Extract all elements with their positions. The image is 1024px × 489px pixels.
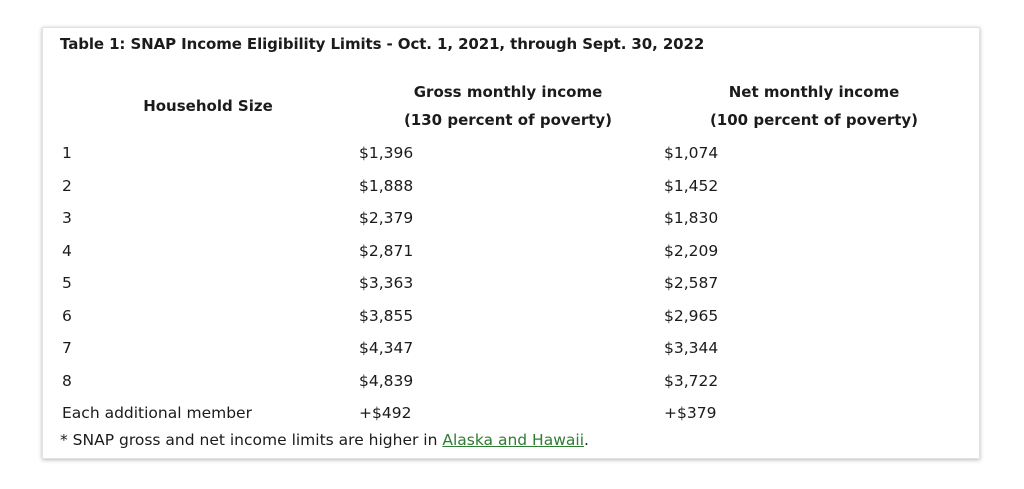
table-row: 7 $4,347 $3,344 [43, 333, 979, 366]
gross-income-cell: $3,363 [359, 274, 414, 292]
household-size-cell: 6 [62, 306, 72, 325]
household-size-cell: 2 [62, 176, 72, 195]
table-row: 8 $4,839 $3,722 [43, 366, 979, 399]
header-gross-line2: (130 percent of poverty) [403, 111, 613, 129]
net-income-cell: $1,452 [664, 176, 719, 195]
footnote: * SNAP gross and net income limits are h… [60, 431, 589, 449]
gross-income-cell: $1,888 [359, 176, 414, 195]
table-row: 2 $1,888 $1,452 [43, 171, 979, 204]
table-row: 4 $2,871 $2,209 [43, 236, 979, 269]
net-income-cell: $3,722 [664, 371, 719, 390]
table-body: 1 $1,396 $1,074 2 $1,888 $1,452 3 $2,379… [43, 138, 979, 431]
footnote-text: * SNAP gross and net income limits are h… [60, 431, 443, 449]
net-income-cell: $2,965 [664, 306, 719, 325]
table-row: 5 $3,363 $2,587 [43, 268, 979, 301]
net-income-cell: $3,344 [664, 339, 719, 357]
table-row: 6 $3,855 $2,965 [43, 301, 979, 334]
household-size-cell: 8 [62, 371, 72, 390]
table-row: Each additional member +$492 +$379 [43, 398, 979, 431]
household-size-cell: Each additional member [62, 404, 252, 422]
header-net-line1: Net monthly income [728, 83, 900, 101]
header-net-line2: (100 percent of poverty) [709, 111, 919, 129]
gross-income-cell: +$492 [359, 404, 412, 422]
table-row: 1 $1,396 $1,074 [43, 138, 979, 171]
net-income-cell: $1,830 [664, 209, 719, 227]
alaska-hawaii-link[interactable]: Alaska and Hawaii [442, 431, 585, 449]
household-size-cell: 4 [62, 241, 72, 260]
table-title: Table 1: SNAP Income Eligibility Limits … [60, 35, 705, 53]
header-gross-income: Gross monthly income (130 percent of pov… [383, 78, 633, 134]
gross-income-cell: $2,871 [359, 241, 414, 260]
household-size-cell: 3 [62, 209, 72, 227]
household-size-cell: 7 [62, 339, 72, 357]
header-gross-line1: Gross monthly income [413, 83, 603, 101]
net-income-cell: $2,587 [664, 274, 719, 292]
net-income-cell: $2,209 [664, 241, 719, 260]
gross-income-cell: $4,839 [359, 371, 414, 390]
header-household-size: Household Size [143, 97, 273, 115]
household-size-cell: 1 [62, 144, 72, 162]
footnote-period: . [584, 431, 589, 449]
net-income-cell: +$379 [664, 404, 717, 422]
net-income-cell: $1,074 [664, 144, 719, 162]
header-net-income: Net monthly income (100 percent of pover… [689, 78, 939, 134]
table-row: 3 $2,379 $1,830 [43, 203, 979, 236]
gross-income-cell: $3,855 [359, 306, 414, 325]
eligibility-table-card: Table 1: SNAP Income Eligibility Limits … [42, 27, 980, 459]
gross-income-cell: $1,396 [359, 144, 414, 162]
gross-income-cell: $2,379 [359, 209, 414, 227]
gross-income-cell: $4,347 [359, 339, 414, 357]
household-size-cell: 5 [62, 274, 72, 292]
